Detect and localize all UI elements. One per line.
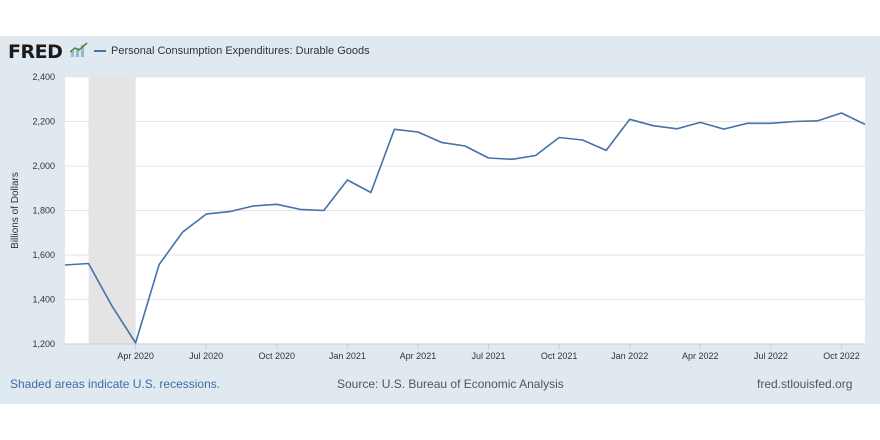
data-point [323,209,325,211]
data-point [699,121,701,123]
y-tick-label: 2,400 [32,72,55,82]
data-point [64,264,66,266]
x-tick-label: Apr 2020 [117,351,154,361]
data-point [652,125,654,127]
recession-note: Shaded areas indicate U.S. recessions. [10,377,221,391]
x-tick-label: Apr 2022 [682,351,719,361]
series-line [64,112,866,344]
data-point [487,157,489,159]
data-point [299,208,301,210]
x-tick-label: Oct 2021 [541,351,578,361]
line-chart: 1,200 1,400 1,600 1,800 2,000 2,200 2,400 Billi… [10,72,866,361]
data-point [158,263,160,265]
legend-swatch [94,50,106,52]
data-point [440,141,442,143]
data-point [817,120,819,122]
data-point [511,158,513,160]
data-point [558,136,560,138]
y-tick-label: 1,200 [32,339,55,349]
data-point [864,123,866,125]
x-tick-label: Jul 2020 [189,351,223,361]
data-point [87,262,89,264]
data-point [746,122,748,124]
data-point [581,139,583,141]
source-url: fred.stlouisfed.org [757,377,853,391]
data-point [370,191,372,193]
x-tick-label: Apr 2021 [400,351,437,361]
data-point [346,179,348,181]
y-axis-title: Billions of Dollars [10,172,21,249]
data-point [605,149,607,151]
data-point [723,128,725,130]
legend: Personal Consumption Expenditures: Durab… [94,45,370,57]
x-tick-label: Jul 2022 [754,351,788,361]
data-point [464,145,466,147]
data-point [770,122,772,124]
data-point [229,210,231,212]
y-tick-label: 1,400 [32,295,55,305]
data-point [111,305,113,307]
data-point [181,231,183,233]
fred-logo: FRED [8,41,63,63]
chart-trend-icon [70,42,88,57]
data-point [417,131,419,133]
source-note: Source: U.S. Bureau of Economic Analysis [337,377,564,391]
data-point [793,120,795,122]
y-tick-label: 2,200 [32,117,55,127]
chart-panel: FRED Personal Consumption Expenditures: … [0,36,880,404]
data-point [676,128,678,130]
legend-label: Personal Consumption Expenditures: Durab… [111,45,370,57]
x-tick-label: Jan 2022 [611,351,648,361]
x-tick-label: Jan 2021 [329,351,366,361]
x-tick-label: Oct 2020 [258,351,295,361]
data-point [840,112,842,114]
data-point [534,154,536,156]
data-point [629,118,631,120]
y-tick-label: 1,800 [32,206,55,216]
data-point [393,128,395,130]
y-tick-label: 1,600 [32,250,55,260]
x-tick-label: Jul 2021 [472,351,506,361]
data-point [276,203,278,205]
x-tick-label: Oct 2022 [823,351,860,361]
data-point [205,213,207,215]
data-point [252,205,254,207]
y-tick-label: 2,000 [32,161,55,171]
